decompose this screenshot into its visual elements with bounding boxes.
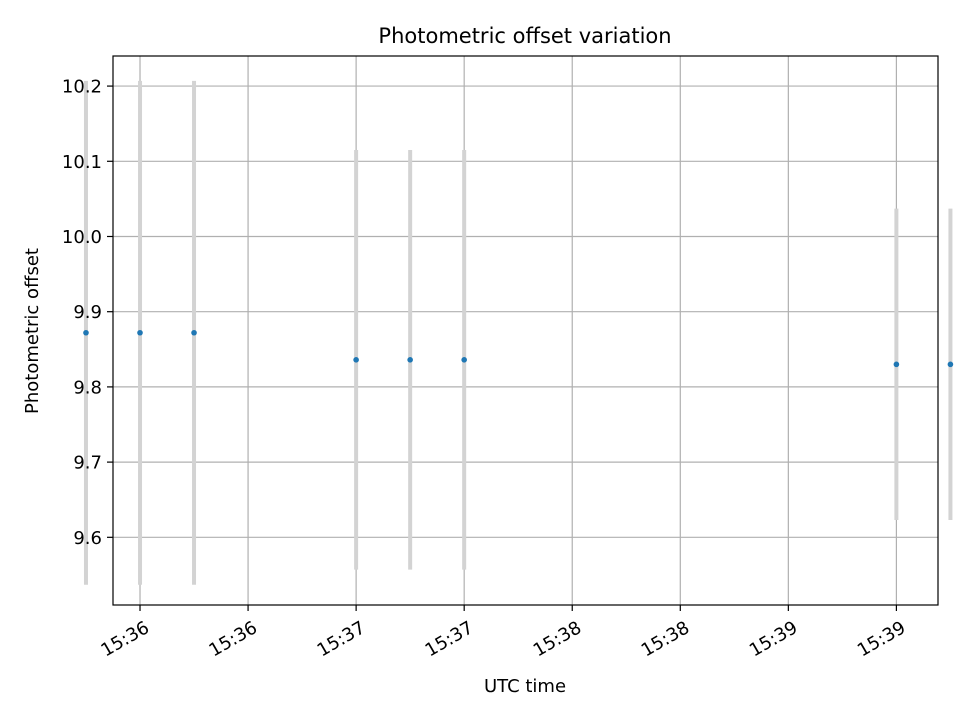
y-tick-label: 9.8 xyxy=(73,377,102,398)
data-point xyxy=(137,329,143,336)
data-point xyxy=(947,361,954,368)
data-point xyxy=(407,357,413,363)
chart-title: Photometric offset variation xyxy=(378,24,671,48)
plot-area xyxy=(113,56,938,605)
data-point xyxy=(191,329,197,336)
y-axis-label: Photometric offset xyxy=(22,248,43,414)
plot-frame xyxy=(112,55,939,606)
y-tick-label: 10.0 xyxy=(62,227,102,248)
data-point xyxy=(83,329,89,336)
y-tick-label: 9.6 xyxy=(73,528,102,549)
data-point xyxy=(353,357,359,363)
y-tick-label: 10.1 xyxy=(62,152,102,173)
y-tick-label: 10.2 xyxy=(62,77,102,98)
data-point xyxy=(893,361,900,368)
x-axis-label: UTC time xyxy=(484,676,566,697)
y-tick-label: 9.7 xyxy=(73,453,102,474)
data-point xyxy=(461,357,467,363)
data-points xyxy=(83,329,954,368)
y-axis: 9.6 9.7 9.8 9.9 10.0 10.1 10.2 xyxy=(62,77,113,549)
y-tick-label: 9.9 xyxy=(73,302,102,323)
